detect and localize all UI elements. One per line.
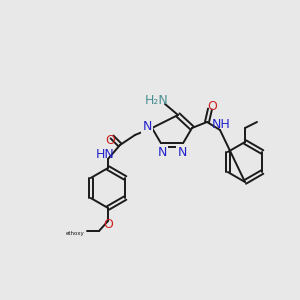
Text: H₂N: H₂N [145,94,169,106]
Text: O: O [207,100,217,112]
Text: O: O [105,134,115,146]
Text: NH: NH [212,118,230,131]
Text: N: N [142,121,152,134]
Text: ethoxy: ethoxy [66,230,85,236]
Text: N: N [157,146,167,158]
Text: N: N [157,146,167,158]
Text: HN: HN [96,148,114,161]
Text: O: O [103,218,113,232]
Text: N: N [142,121,152,134]
Text: N: N [177,146,187,158]
Text: N: N [177,146,187,158]
